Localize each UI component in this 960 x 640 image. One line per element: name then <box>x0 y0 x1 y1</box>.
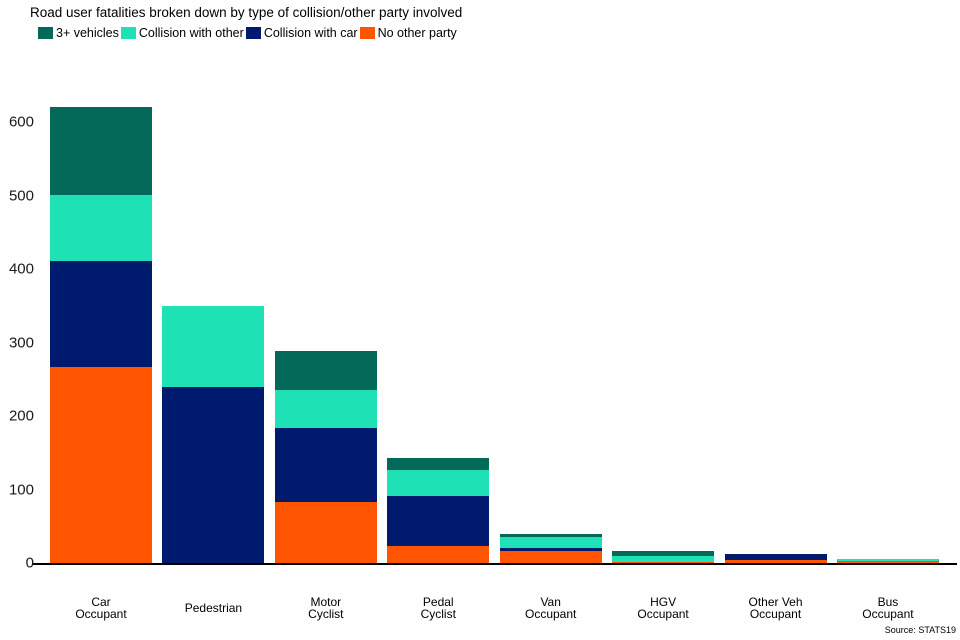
x-axis-category-label-line: Occupant <box>749 607 802 621</box>
x-axis-category-label: Other Veh Occupant <box>720 593 832 623</box>
bar-segment <box>162 305 265 387</box>
x-axis-category-label: Van Occupant <box>495 593 607 623</box>
x-axis-category-label-line: HGV <box>650 594 677 609</box>
legend-swatch-icon <box>120 26 136 39</box>
bar-segment <box>50 366 152 563</box>
x-axis-category-label-line: Car <box>91 594 111 609</box>
source-note: Source: STATS19 <box>884 625 956 635</box>
x-axis-category-label: HGV Occupant <box>607 593 719 623</box>
chart-title: Road user fatalities broken down by type… <box>30 5 463 20</box>
bar-segment <box>499 537 602 548</box>
x-axis-category-label-line: Van <box>540 594 561 609</box>
x-axis-line <box>33 563 957 565</box>
y-axis-tick-label: 500 <box>8 187 34 204</box>
bar-segment <box>387 470 490 497</box>
bar-segment <box>274 389 377 428</box>
x-axis-category-label-line: Occupant <box>524 607 577 621</box>
x-axis-category-label-line: Motor <box>310 594 342 609</box>
legend-label: 3+ vehicles <box>56 25 119 40</box>
y-axis-tick-label: 300 <box>8 334 34 351</box>
x-axis-category-label: Motor Cyclist <box>270 593 382 623</box>
bar-segment <box>274 427 377 502</box>
x-axis-category-label: Car Occupant <box>45 593 157 623</box>
bar-segment <box>499 551 602 563</box>
bar-segment <box>50 260 152 367</box>
bar-segment <box>387 546 490 563</box>
bar-segment <box>836 559 939 561</box>
y-axis-tick-label: 0 <box>25 554 34 572</box>
y-axis-tick-label: 600 <box>8 113 34 131</box>
x-axis-category-label-line: Occupant <box>862 607 914 621</box>
legend-swatch-icon <box>245 26 261 39</box>
x-axis-category-label-line: Occupant <box>637 607 689 621</box>
y-axis-tick-label: 400 <box>8 260 34 278</box>
legend-item: Collision with other <box>120 25 246 40</box>
bar-segment <box>612 550 715 556</box>
x-axis-category-label-line: Bus <box>877 594 899 609</box>
chart-legend: 3+ vehicles Collision with other Collision… <box>38 25 459 40</box>
bar-segment <box>387 496 490 547</box>
y-axis-tick-label: 100 <box>8 481 34 498</box>
bar-segment <box>50 106 152 195</box>
bar-segment <box>274 351 377 390</box>
legend-swatch-icon <box>359 26 375 39</box>
bar-segment <box>612 561 715 563</box>
bar-segment <box>387 457 490 471</box>
legend-item: No other party <box>359 25 459 40</box>
bar-segment <box>499 533 602 538</box>
x-axis-category-label-line: Other Veh <box>748 594 803 609</box>
legend-label: Collision with car <box>263 25 358 40</box>
y-axis-tick-label: 200 <box>8 407 34 425</box>
x-axis-category-label-line: Cyclist <box>308 607 344 621</box>
bar-segment <box>499 547 602 552</box>
legend-swatch-icon <box>38 26 53 39</box>
x-axis-category-label-line: Pedal <box>422 594 454 609</box>
bar-segment <box>612 555 715 562</box>
x-axis-category-label-line: Pedestrian <box>184 600 243 615</box>
bar-segment <box>724 560 827 563</box>
x-axis-category-label: Pedal Cyclist <box>382 593 494 623</box>
x-axis-category-label-line: Cyclist <box>420 607 456 621</box>
bar-segment <box>274 501 377 563</box>
x-axis-category-label: Pedestrian <box>157 593 269 623</box>
bar-segment <box>50 194 152 261</box>
bar-segment <box>836 560 939 563</box>
bar-segment <box>724 554 827 561</box>
x-axis-category-label: Bus Occupant <box>832 593 944 623</box>
legend-label: Collision with other <box>138 25 244 40</box>
x-axis-category-label-line: Occupant <box>75 607 127 621</box>
legend-item: 3+ vehicles <box>38 26 121 40</box>
legend-item: Collision with car <box>245 25 360 40</box>
bar-segment <box>162 386 265 563</box>
legend-label: No other party <box>377 25 457 40</box>
